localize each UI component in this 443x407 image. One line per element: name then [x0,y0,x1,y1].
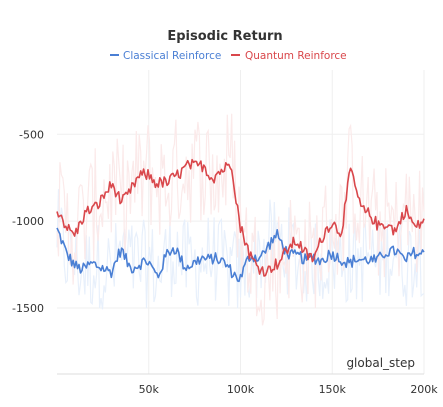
y-axis: -500 -1000 -1500 [12,128,44,315]
x-tick-label: 200k [410,383,438,396]
y-tick-label: -1500 [12,302,44,315]
series-line-quantum [56,158,425,277]
x-axis: 50k 100k 150k 200k [139,383,439,396]
chart-title: Episodic Return [167,29,282,44]
legend-label-quantum: Quantum Reinforce [245,50,347,62]
raw-line-quantum [56,113,425,326]
x-tick-label: 50k [139,383,160,396]
x-tick-label: 100k [227,383,255,396]
legend-label-classical: Classical Reinforce [123,50,221,62]
y-tick-label: -500 [19,128,44,141]
x-axis-label: global_step [346,356,415,370]
y-tick-label: -1000 [12,215,44,228]
legend: Classical Reinforce Quantum Reinforce [110,50,347,62]
x-tick-label: 150k [319,383,347,396]
series-layer [56,158,425,283]
series-line-classical [56,227,425,283]
